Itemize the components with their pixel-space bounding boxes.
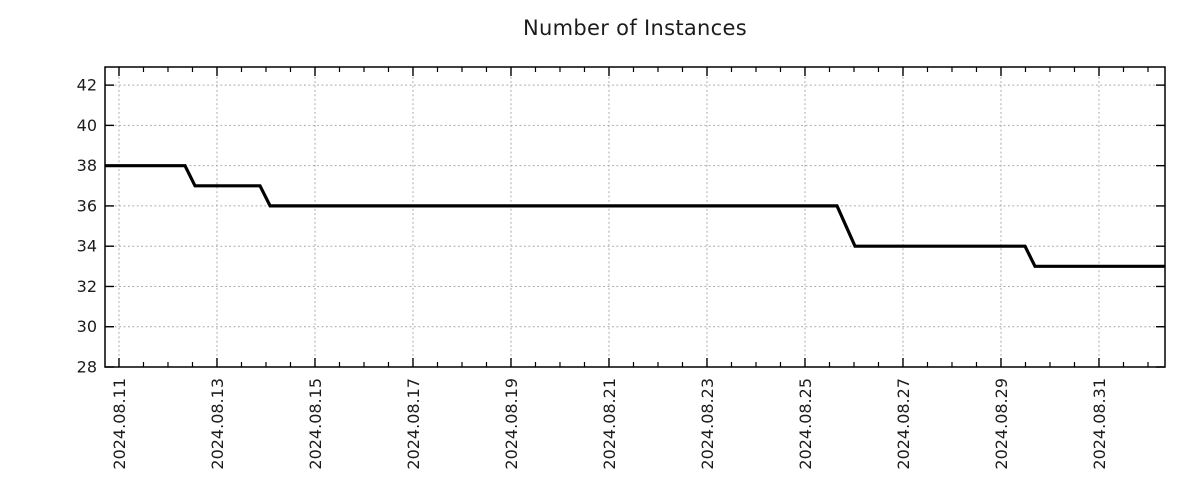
x-tick-label: 2024.08.25 <box>796 378 815 470</box>
y-tick-label: 36 <box>77 196 97 215</box>
x-tick-label: 2024.08.15 <box>306 378 325 470</box>
y-tick-label: 28 <box>77 358 97 377</box>
y-tick-label: 34 <box>77 237 97 256</box>
y-tick-label: 30 <box>77 317 97 336</box>
y-tick-label: 32 <box>77 277 97 296</box>
x-tick-label: 2024.08.31 <box>1090 378 1109 470</box>
x-tick-label: 2024.08.23 <box>698 378 717 470</box>
x-tick-label: 2024.08.19 <box>502 378 521 470</box>
y-tick-label: 40 <box>77 116 97 135</box>
x-tick-label: 2024.08.29 <box>992 378 1011 470</box>
x-tick-label: 2024.08.13 <box>208 378 227 470</box>
x-tick-label: 2024.08.27 <box>894 378 913 470</box>
x-tick-label: 2024.08.11 <box>110 378 129 470</box>
chart-title: Number of Instances <box>523 16 747 40</box>
y-tick-label: 38 <box>77 156 97 175</box>
x-tick-label: 2024.08.21 <box>600 378 619 470</box>
series-line <box>105 164 1165 268</box>
y-tick-label: 42 <box>77 76 97 95</box>
plot-frame <box>104 66 1166 368</box>
x-tick-label: 2024.08.17 <box>404 378 423 470</box>
